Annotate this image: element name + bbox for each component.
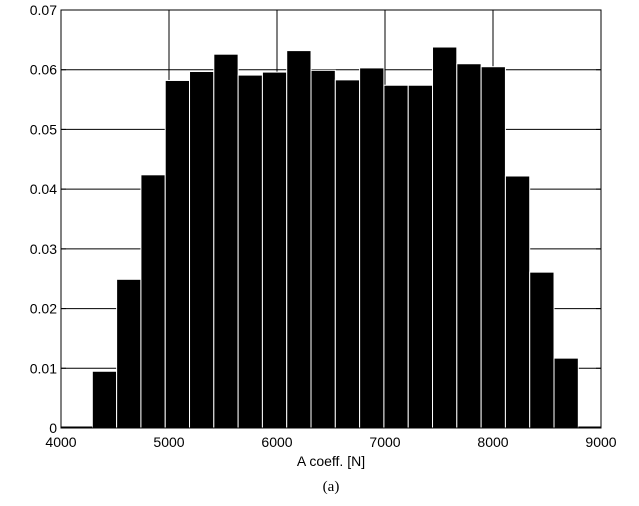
histogram-bar [553,357,579,429]
histogram-bar [310,69,336,429]
histogram-bar [213,53,239,429]
plot-frame [60,9,602,429]
histogram-bar [189,71,215,429]
histogram-bar [504,175,531,429]
x-tick-label: 7000 [369,434,400,450]
histogram-bar [237,74,263,429]
histogram-bar [140,174,166,429]
axis-ticks [60,9,602,429]
histogram-bar [359,67,385,429]
y-tick-label: 0.06 [30,62,57,78]
y-tick-label: 0 [49,420,57,436]
histogram-bar [91,370,118,429]
histogram-bar [261,71,288,429]
y-tick-labels: 0 0.01 0.02 0.03 0.04 0.05 0.06 0.07 [30,2,57,436]
x-tick-label: 8000 [477,434,508,450]
x-tick-labels: 4000 5000 6000 7000 8000 9000 [45,434,616,450]
x-tick-label: 5000 [153,434,184,450]
y-tick-label: 0.03 [30,241,57,257]
y-tick-label: 0.01 [30,360,57,376]
histogram-bar [116,278,142,429]
y-tick-label: 0.04 [30,181,57,197]
y-tick-label: 0.07 [30,2,57,18]
histogram-bar [529,271,555,429]
y-tick-label: 0.05 [30,121,57,137]
x-tick-label: 9000 [585,434,616,450]
histogram-bars [91,46,579,429]
histogram-bar [480,66,506,429]
histogram-bar [456,63,482,429]
x-axis-label: A coeff. [N] [297,453,365,469]
x-tick-label: 4000 [45,434,76,450]
histogram-bar [334,79,361,429]
histogram-bar [407,84,434,429]
x-tick-label: 6000 [261,434,292,450]
figure-caption: (a) [323,479,340,495]
histogram-bar [286,50,312,429]
histogram-bar [383,84,409,429]
histogram-bar [164,79,191,429]
y-tick-label: 0.02 [30,301,57,317]
histogram-bar [432,46,458,429]
